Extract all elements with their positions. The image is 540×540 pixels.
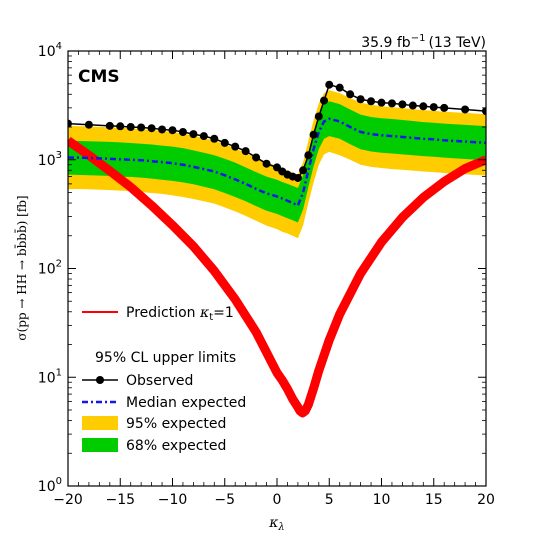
observed-point: [482, 107, 486, 116]
median-layer: [68, 117, 486, 208]
median-expected-line: [68, 117, 486, 208]
observed-point: [299, 166, 308, 175]
y-tick-label: 100: [38, 476, 62, 495]
observed-point: [199, 132, 208, 141]
observed-point: [367, 97, 376, 106]
y-tick-label: 103: [38, 150, 62, 169]
legend-band95-swatch: [82, 416, 118, 430]
legend: Prediction κt=1 95% CL upper limits Obse…: [82, 305, 246, 454]
legend-header: 95% CL upper limits: [95, 350, 236, 366]
observed-point: [304, 151, 313, 160]
observed-point: [419, 102, 428, 111]
legend-band95-label: 95% expected: [126, 416, 226, 432]
x-axis-label: κλ: [268, 515, 285, 533]
expected-bands: [68, 90, 486, 239]
observed-point: [147, 124, 156, 133]
experiment-label: CMS: [78, 67, 120, 87]
y-tick-label: 101: [38, 367, 62, 386]
x-tick-label: −20: [53, 492, 83, 508]
legend-observed-marker: [96, 376, 104, 384]
observed-point: [429, 103, 438, 112]
observed-point: [158, 125, 167, 134]
observed-point: [408, 101, 417, 110]
observed-point: [116, 122, 125, 131]
x-tick-label: 15: [425, 492, 443, 508]
observed-point: [231, 142, 240, 151]
axes: −20 −15 −10 −5 0 5 10 15 20 100 101 102 103 104: [38, 41, 495, 508]
observed-point: [68, 119, 72, 128]
observed-point: [210, 134, 219, 143]
observed-point: [178, 127, 187, 136]
x-tick-label: −10: [158, 492, 188, 508]
y-tick-label: 102: [38, 259, 62, 278]
x-tick-label: −5: [214, 492, 235, 508]
band-68-expected: [68, 101, 486, 223]
observed-point: [126, 123, 135, 132]
legend-band68-swatch: [82, 438, 118, 452]
x-tick-label: −15: [105, 492, 135, 508]
observed-point: [377, 98, 386, 107]
observed-point: [387, 99, 396, 108]
observed-point: [335, 83, 344, 92]
legend-observed-label: Observed: [126, 373, 193, 389]
lumi-exponent: −1: [411, 33, 426, 44]
legend-median-label: Median expected: [126, 395, 246, 411]
observed-point: [461, 105, 470, 114]
prediction-layer: [68, 136, 486, 418]
observed-point: [241, 147, 250, 156]
lumi-value: 35.9 fb: [361, 35, 411, 51]
observed-point: [314, 112, 323, 121]
observed-point: [252, 153, 261, 162]
x-tick-label: 0: [273, 492, 282, 508]
observed-point: [168, 126, 177, 135]
x-tick-label: 5: [325, 492, 334, 508]
observed-point: [440, 103, 449, 112]
x-tick-label: 20: [477, 492, 495, 508]
observed-point: [309, 130, 318, 139]
legend-band68-label: 68% expected: [126, 438, 226, 454]
prediction-curve: [68, 136, 486, 418]
observed-point: [398, 100, 407, 109]
energy-value: (13 TeV): [428, 35, 486, 51]
legend-prediction-label: Prediction κt=1: [126, 305, 234, 323]
x-tick-label: 10: [373, 492, 391, 508]
observed-point: [293, 173, 302, 182]
observed-point: [262, 159, 271, 168]
observed-point: [356, 95, 365, 104]
observed-layer: [68, 80, 486, 182]
luminosity-label: 35.9 fb−1 (13 TeV): [361, 33, 486, 51]
y-tick-label: 104: [38, 41, 62, 60]
observed-point: [84, 120, 93, 129]
observed-point: [220, 138, 229, 147]
observed-point: [189, 130, 198, 139]
observed-point: [325, 80, 334, 89]
observed-point: [320, 96, 329, 105]
observed-point: [346, 90, 355, 99]
y-axis-label: σ(pp → HH → bb̄bb̄) [fb]: [13, 195, 29, 340]
observed-point: [105, 121, 114, 130]
observed-point: [137, 123, 146, 132]
